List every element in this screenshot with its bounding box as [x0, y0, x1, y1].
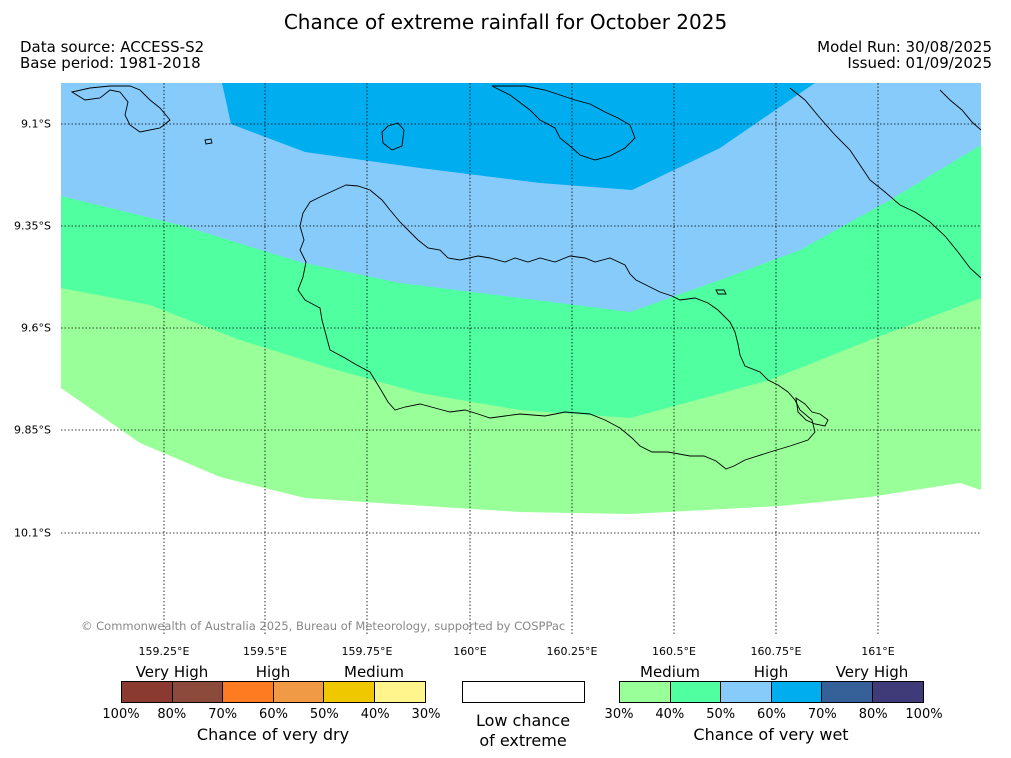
- copyright-notice: © Commonwealth of Australia 2025, Bureau…: [81, 619, 566, 633]
- wet-tick-label: 50%: [706, 707, 736, 722]
- wet-tick-label: 30%: [604, 707, 634, 722]
- island-coastline-russell: [70, 85, 171, 133]
- low-chance-line2: of extreme: [479, 731, 567, 750]
- meta-left: Data source: ACCESS-S2 Base period: 1981…: [20, 39, 204, 71]
- dry-category-high: High: [255, 663, 291, 681]
- dry-colorbar-cell: [223, 682, 274, 702]
- longitude-label: 160.5°E: [652, 645, 696, 658]
- wet-colorbar-cell: [771, 682, 822, 702]
- island-coastline-ngella: [491, 85, 636, 161]
- wet-category-medium: Medium: [640, 663, 700, 681]
- low-chance-label: Low chance of extreme: [476, 711, 570, 751]
- meta-right: Model Run: 30/08/2025 Issued: 01/09/2025: [817, 39, 992, 71]
- base-period: Base period: 1981-2018: [20, 54, 201, 72]
- dry-tick-label: 30%: [411, 707, 441, 722]
- latitude-label: 9.1°S: [21, 117, 51, 131]
- wet-colorbar-cell: [670, 682, 721, 702]
- dry-colorbar-cell: [273, 682, 324, 702]
- data-source: Data source: ACCESS-S2: [20, 38, 205, 56]
- island-coastline-se-islet: [795, 397, 829, 427]
- dry-tick-label: 60%: [259, 707, 288, 722]
- wet-tick-label: 70%: [807, 707, 837, 722]
- latitude-label: 9.35°S: [14, 219, 51, 233]
- wet-category-very-high: Very High: [835, 663, 909, 681]
- wet-colorbar-cell: [872, 682, 923, 702]
- island-coastline-malaita: [789, 87, 982, 279]
- wet-colorbar-cell: [620, 682, 671, 702]
- low-chance-line1: Low chance: [475, 711, 571, 730]
- wet-category-high: High: [753, 663, 789, 681]
- dry-category-very-high: Very High: [135, 663, 209, 681]
- longitude-label: 160.25°E: [546, 645, 598, 658]
- model-run: Model Run: 30/08/2025: [817, 38, 992, 56]
- latitude-label: 10.1°S: [14, 526, 51, 540]
- dry-tick-label: 100%: [102, 707, 140, 722]
- longitude-label: 159.5°E: [243, 645, 287, 658]
- dry-category-medium: Medium: [344, 663, 404, 681]
- issued-date: Issued: 01/09/2025: [847, 54, 992, 72]
- longitude-label: 159.75°E: [341, 645, 393, 658]
- map-title: Chance of extreme rainfall for October 2…: [283, 10, 728, 34]
- island-coastline-islet-2: [204, 138, 213, 145]
- latitude-label: 9.85°S: [14, 423, 51, 437]
- island-coastline-islet: [715, 289, 727, 295]
- dry-tick-label: 80%: [157, 707, 187, 722]
- island-coastline-savo: [381, 122, 405, 151]
- dry-tick-label: 70%: [208, 707, 238, 722]
- longitude-label: 159.25°E: [138, 645, 190, 658]
- wet-tick-label: 100%: [905, 707, 943, 722]
- wet-colorbar-cell: [721, 682, 772, 702]
- dry-tick-label: 50%: [309, 707, 339, 722]
- wet-colorbar-cell: [822, 682, 873, 702]
- dry-legend-title: Chance of very dry: [196, 725, 350, 744]
- wet-tick-label: 40%: [655, 707, 685, 722]
- longitude-label: 161°E: [861, 645, 895, 658]
- wet-colorbar: [619, 681, 924, 703]
- dry-colorbar-cell: [122, 682, 173, 702]
- island-coastline-east: [939, 89, 982, 131]
- latitude-label: 9.6°S: [21, 321, 51, 335]
- longitude-label: 160°E: [453, 645, 487, 658]
- low-chance-swatch: [462, 681, 585, 703]
- longitude-label: 160.75°E: [750, 645, 802, 658]
- wet-tick-label: 80%: [858, 707, 888, 722]
- wet-tick-label: 60%: [757, 707, 786, 722]
- wet-legend-title: Chance of very wet: [693, 725, 849, 744]
- zone-wet-70-80: [222, 83, 815, 190]
- dry-colorbar: [121, 681, 426, 703]
- island-coastline-main: [297, 184, 816, 470]
- dry-colorbar-cell: [374, 682, 425, 702]
- dry-tick-label: 40%: [360, 707, 390, 722]
- dry-colorbar-cell: [172, 682, 223, 702]
- dry-colorbar-cell: [324, 682, 375, 702]
